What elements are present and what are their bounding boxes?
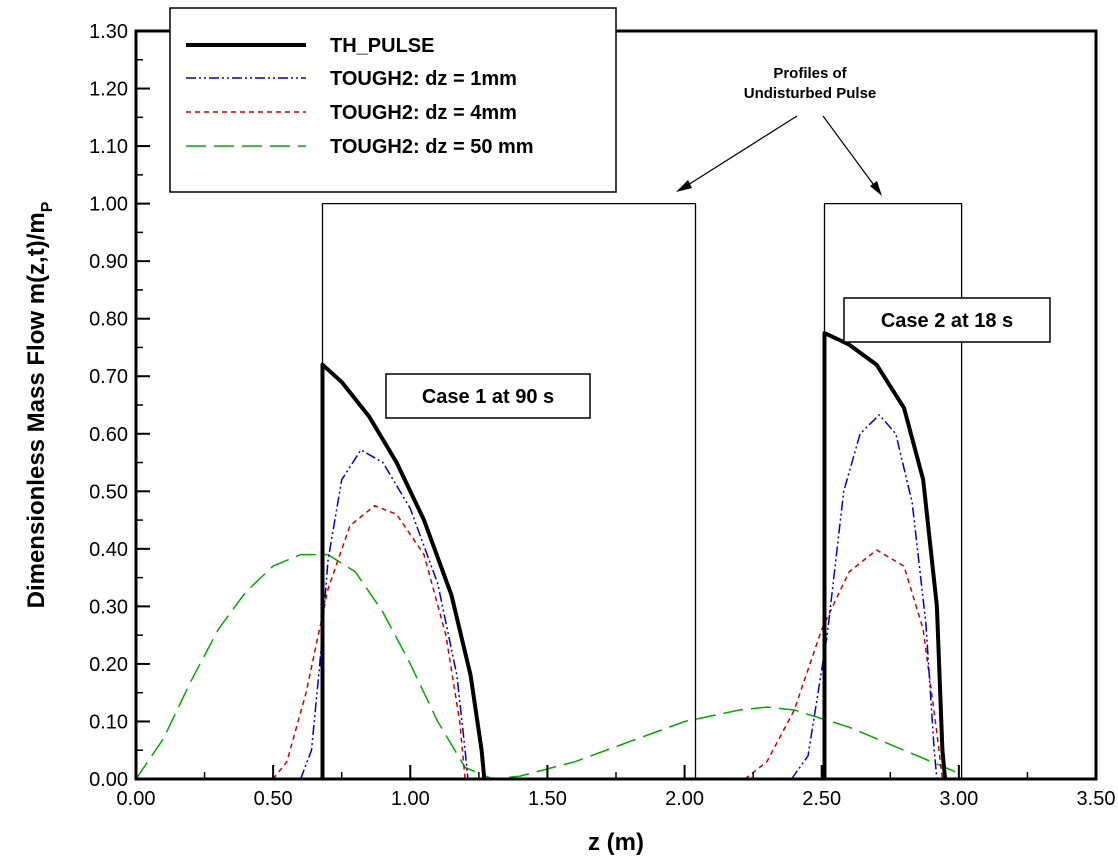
y-axis-title-main: Dimensionless Mass Flow m(z,t)/m — [23, 212, 50, 608]
series-line-tough2-dz-1mm — [299, 414, 938, 780]
legend-label-dz1: TOUGH2: dz = 1mm — [330, 68, 517, 90]
y-tick-label: 0.50 — [89, 481, 128, 503]
y-tick-label: 0.80 — [89, 309, 128, 331]
profiles-arrow-right — [822, 115, 880, 193]
x-tick-label: 2.00 — [665, 788, 704, 810]
profiles-arrowhead-right — [870, 181, 882, 196]
legend-label-dz50: TOUGH2: dz = 50 mm — [330, 136, 534, 158]
y-tick-label: 1.20 — [89, 79, 128, 101]
case1-label: Case 1 at 90 s — [385, 373, 591, 419]
x-tick-label: 1.00 — [391, 788, 430, 810]
profiles-arrowhead-left — [676, 180, 692, 192]
y-tick-label: 1.00 — [89, 194, 128, 216]
y-tick-label: 1.30 — [89, 21, 128, 43]
y-axis-title-subscript: P — [39, 201, 56, 212]
y-tick-label: 0.40 — [89, 539, 128, 561]
legend: TH_PULSE TOUGH2: dz = 1mm TOUGH2: dz = 4… — [169, 7, 617, 193]
y-tick-label: 1.10 — [89, 136, 128, 158]
series-line-tough2-dz-50-mm — [135, 553, 960, 780]
profiles-arrow-left — [679, 115, 798, 191]
x-tick-label: 0.50 — [254, 788, 293, 810]
data-layer — [135, 202, 963, 780]
case1-label-box — [385, 373, 591, 419]
case1-label-text: Case 1 at 90 s — [422, 386, 554, 408]
x-tick-label: 0.00 — [117, 788, 156, 810]
legend-box — [169, 7, 617, 193]
legend-label-dz4: TOUGH2: dz = 4mm — [330, 102, 517, 124]
series-line-tough2-dz-4mm — [272, 504, 944, 780]
x-tick-label: 2.50 — [802, 788, 841, 810]
legend-label-th-pulse: TH_PULSE — [330, 35, 434, 57]
y-tick-label: 0.00 — [89, 769, 128, 791]
profiles-annotation: Profiles of Undisturbed Pulse — [676, 65, 882, 196]
profiles-label-line1: Profiles of — [773, 65, 847, 82]
profiles-label-line2: Undisturbed Pulse — [744, 85, 877, 102]
case2-label: Case 2 at 18 s — [843, 297, 1051, 343]
ticks-layer: 0.00 0.50 1.00 1.50 2.00 2.50 3.00 3.50 0.00 0.10… — [89, 21, 1115, 810]
x-axis-title: z (m) — [588, 829, 644, 856]
y-tick-label: 0.30 — [89, 596, 128, 618]
undisturbed-pulse-profile — [321, 202, 963, 779]
y-tick-label: 0.20 — [89, 654, 128, 676]
y-tick-label: 0.60 — [89, 424, 128, 446]
series-line-th-pulse — [320, 331, 948, 780]
y-tick-label: 0.10 — [89, 711, 128, 733]
y-tick-label: 0.70 — [89, 366, 128, 388]
y-axis-title: Dimensionless Mass Flow m(z,t)/mP — [23, 201, 56, 608]
case2-label-text: Case 2 at 18 s — [881, 310, 1013, 332]
y-tick-label: 0.90 — [89, 251, 128, 273]
x-tick-label: 3.00 — [939, 788, 978, 810]
x-tick-label: 1.50 — [528, 788, 567, 810]
case2-label-box — [843, 297, 1051, 343]
x-tick-label: 3.50 — [1077, 788, 1116, 810]
